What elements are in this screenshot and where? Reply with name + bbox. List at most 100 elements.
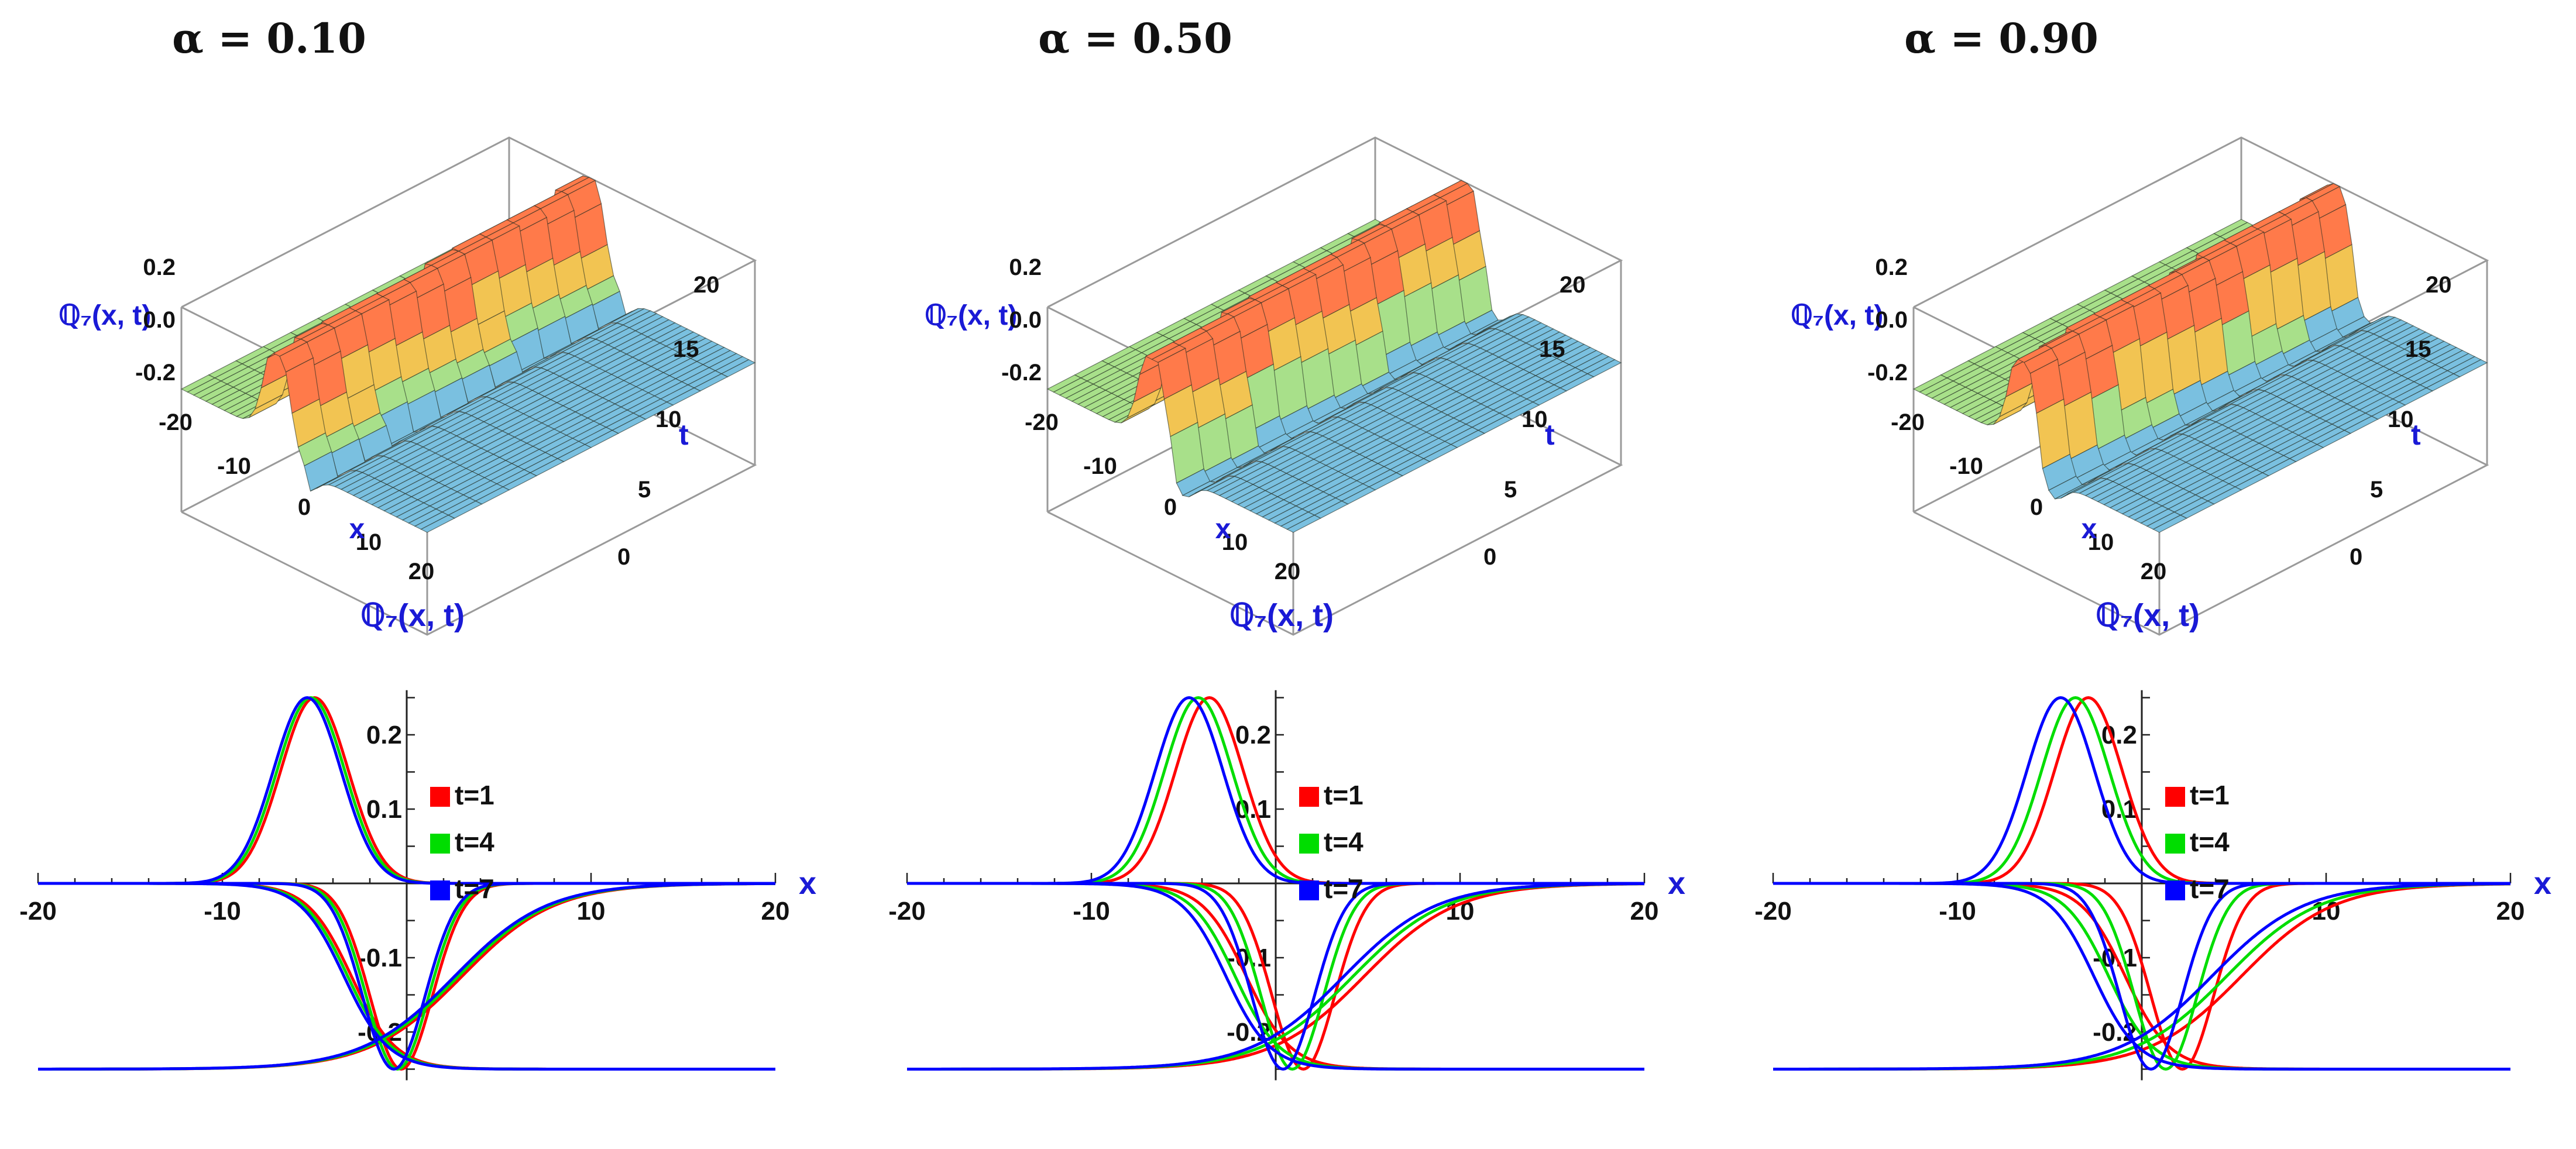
- surface-t-tick: 20: [1560, 272, 1586, 298]
- surface-z-tick: 0.2: [1875, 254, 1908, 280]
- surface-t-tick: 15: [2405, 336, 2431, 362]
- series-t-7-rise-line: [38, 882, 775, 1071]
- x-tick-label: 20: [1630, 897, 1659, 926]
- surface-t-tick: 15: [673, 336, 699, 362]
- surface-z-tick: 0.2: [1009, 254, 1042, 280]
- surface-t-tick: 5: [1504, 477, 1517, 503]
- surface-z-tick: 0.0: [1875, 307, 1908, 333]
- legend-label: t=1: [1324, 780, 1363, 810]
- surface-t-tick: 5: [638, 477, 651, 503]
- x-axis-label: x: [799, 866, 816, 901]
- series-t-7-rise-line: [907, 882, 1644, 1071]
- x-tick-label: -10: [204, 897, 241, 926]
- legend-label: t=1: [455, 780, 494, 810]
- x-tick-label: -10: [1073, 897, 1110, 926]
- surface-z-tick: 0.2: [143, 254, 176, 280]
- y-axis-label: ℚ₇(x, t): [360, 598, 465, 633]
- surface-x-tick: 20: [1275, 559, 1301, 584]
- surface-t-tick: 10: [655, 407, 682, 432]
- surface-x-label: x: [1215, 514, 1231, 545]
- x-tick-label: 20: [761, 897, 790, 926]
- surface-t-tick: 10: [2388, 407, 2414, 432]
- surface-patch: [1286, 514, 1321, 533]
- legend-swatch: [430, 834, 450, 854]
- surface-x-tick: 20: [408, 559, 435, 584]
- surface-z-tick: -0.2: [1001, 360, 1042, 386]
- surface-t-tick: 5: [2370, 477, 2383, 503]
- y-tick-label: -0.1: [358, 944, 402, 972]
- surface-z-tick: -0.2: [1867, 360, 1908, 386]
- legend-swatch: [2165, 834, 2185, 854]
- legend-label: t=1: [2190, 780, 2230, 810]
- legend-label: t=7: [1324, 873, 1363, 904]
- legend-swatch: [1299, 834, 1319, 854]
- legend-label: t=4: [455, 827, 494, 857]
- surface-t-label: t: [1545, 418, 1555, 451]
- y-tick-label: 0.2: [366, 721, 402, 749]
- legend-swatch: [1299, 880, 1319, 900]
- surface-t-label: t: [2411, 418, 2421, 451]
- surface-x-tick: 0: [298, 494, 311, 520]
- surface-x-label: x: [349, 514, 365, 545]
- y-axis-label: ℚ₇(x, t): [2096, 598, 2200, 633]
- y-tick-label: 0.2: [1235, 721, 1271, 749]
- surface-z-label: ℚ₇(x, t): [1791, 300, 1883, 331]
- surface-t-tick: 0: [1483, 544, 1496, 570]
- surface-z-label: ℚ₇(x, t): [59, 300, 151, 331]
- series-t-7-fall-line: [38, 882, 775, 1071]
- surface-z-tick: 0.0: [143, 307, 176, 333]
- legend-label: t=7: [2190, 873, 2230, 904]
- y-tick-label: 0.1: [366, 795, 402, 824]
- surface-x-tick: 10: [2088, 529, 2114, 555]
- surface-plot: ℚ₇(x, t) 0.2 0.0 -0.2 -20 -10 0 10 20 x 0 5 10 15 20 t: [59, 136, 757, 636]
- legend-swatch: [2165, 880, 2185, 900]
- surface-t-tick: 0: [2350, 544, 2362, 570]
- surface-x-tick: 0: [1164, 494, 1177, 520]
- panel-title: α = 0.50: [1038, 14, 1232, 63]
- surface-x-tick: -10: [1083, 453, 1117, 479]
- x-tick-label: -10: [1939, 897, 1976, 926]
- legend-label: t=7: [455, 873, 494, 904]
- panel-title: α = 0.10: [172, 14, 366, 63]
- surface-x-tick: -20: [1891, 410, 1925, 435]
- surface-patch: [420, 514, 455, 533]
- surface-t-label: t: [679, 418, 689, 451]
- surface-x-tick: 20: [2141, 559, 2167, 584]
- x-axis-label: x: [1668, 866, 1685, 901]
- surface-z-label: ℚ₇(x, t): [925, 300, 1017, 331]
- surface-x-tick: -10: [217, 453, 251, 479]
- surface-x-tick: 10: [356, 529, 382, 555]
- surface-z-tick: -0.2: [135, 360, 176, 386]
- panel-2: α = 0.50 ℚ₇(x, t) 0.2 0.0 -0.2 -20 -10 0 10 20 x 0 5…: [888, 14, 1685, 1081]
- x-tick-label: -20: [888, 897, 926, 926]
- x-axis-label: x: [2534, 866, 2551, 901]
- x-tick-label: -20: [1754, 897, 1792, 926]
- series-t-7-fall-line: [907, 882, 1644, 1071]
- panel-title: α = 0.90: [1904, 14, 2098, 63]
- legend-swatch: [2165, 787, 2185, 807]
- surface-z-tick: 0.0: [1009, 307, 1042, 333]
- surface-t-tick: 0: [617, 544, 630, 570]
- surface-t-tick: 20: [2426, 272, 2452, 298]
- series-t-7-rise-line: [1773, 882, 2510, 1071]
- panel-3: α = 0.90 ℚ₇(x, t) 0.2 0.0 -0.2 -20 -10 0 10 20 x 0 5…: [1754, 14, 2551, 1081]
- surface-x-tick: -10: [1949, 453, 1983, 479]
- surface-plot: ℚ₇(x, t) 0.2 0.0 -0.2 -20 -10 0 10 20 x 0 5 10 15 20 t: [1791, 136, 2489, 636]
- x-tick-label: 10: [577, 897, 606, 926]
- series-t-7-fall-line: [1773, 882, 2510, 1071]
- surface-x-tick: 0: [2030, 494, 2043, 520]
- surface-x-tick: 10: [1222, 529, 1248, 555]
- y-axis-label: ℚ₇(x, t): [1229, 598, 1334, 633]
- legend-label: t=4: [1324, 827, 1363, 857]
- surface-x-tick: -20: [159, 410, 193, 435]
- surface-t-tick: 15: [1539, 336, 1565, 362]
- surface-x-label: x: [2082, 514, 2097, 545]
- x-tick-label: -20: [19, 897, 57, 926]
- legend-label: t=4: [2190, 827, 2230, 857]
- surface-x-tick: -20: [1025, 410, 1059, 435]
